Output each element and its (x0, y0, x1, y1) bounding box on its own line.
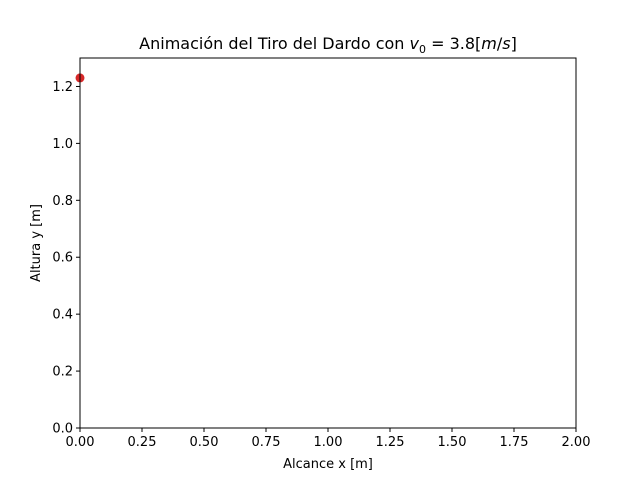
x-tick-label: 1.50 (438, 435, 467, 450)
y-tick-label: 1.0 (52, 137, 73, 152)
x-tick-label: 0.50 (190, 435, 219, 450)
y-tick-label: 1.2 (52, 80, 73, 95)
x-tick-label: 0.75 (252, 435, 281, 450)
x-tick-label: 2.00 (562, 435, 591, 450)
y-tick-label: 0.8 (52, 194, 73, 209)
y-tick-label: 0.4 (52, 308, 73, 323)
x-tick-label: 1.25 (376, 435, 405, 450)
y-tick-label: 0.2 (52, 365, 73, 380)
y-tick-label: 0.6 (52, 251, 73, 266)
x-tick-label: 1.00 (314, 435, 343, 450)
chart-title: Animación del Tiro del Dardo con v0 = 3.… (139, 34, 517, 56)
y-tick-label: 0.0 (52, 422, 73, 437)
x-tick-label: 1.75 (500, 435, 529, 450)
x-axis-label: Alcance x [m] (283, 457, 373, 472)
x-tick-label: 0.25 (128, 435, 157, 450)
y-axis-label: Altura y [m] (29, 204, 44, 282)
x-tick-label: 0.00 (66, 435, 95, 450)
